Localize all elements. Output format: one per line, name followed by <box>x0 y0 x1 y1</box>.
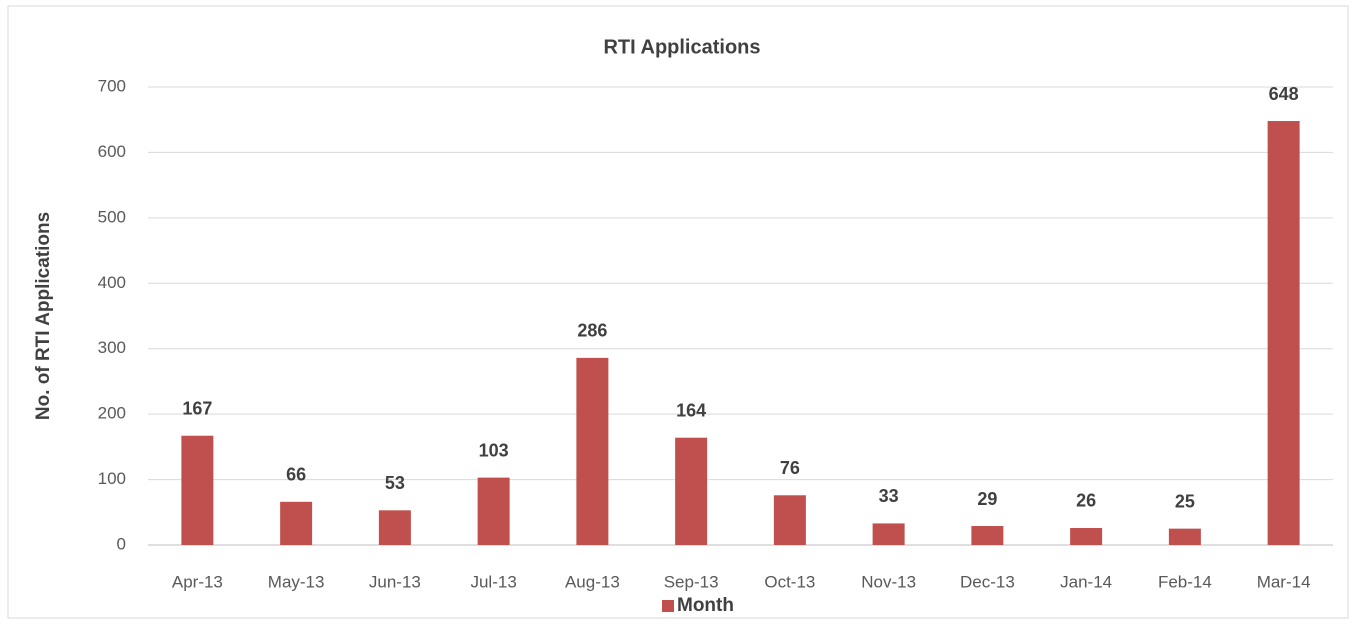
y-tick-label: 700 <box>98 76 126 95</box>
y-tick-label: 100 <box>98 469 126 488</box>
data-label: 53 <box>385 473 405 493</box>
y-tick-label: 400 <box>98 273 126 292</box>
x-tick-label: Oct-13 <box>764 572 815 591</box>
y-tick-label: 500 <box>98 207 126 226</box>
x-tick-label: Jul-13 <box>470 572 516 591</box>
x-tick-label: Apr-13 <box>172 572 223 591</box>
x-tick-label: May-13 <box>268 572 325 591</box>
y-tick-label: 0 <box>117 534 126 553</box>
data-label: 25 <box>1175 491 1195 511</box>
y-tick-label: 600 <box>98 142 126 161</box>
bar <box>1070 527 1103 545</box>
bar <box>1168 528 1201 545</box>
x-tick-label: Feb-14 <box>1158 572 1212 591</box>
data-label: 33 <box>879 486 899 506</box>
data-label: 29 <box>977 489 997 509</box>
data-label: 286 <box>577 321 607 341</box>
bar <box>477 477 510 545</box>
bar <box>872 523 905 545</box>
legend-label: Month <box>677 595 734 616</box>
bar <box>971 526 1004 545</box>
bar <box>675 437 708 545</box>
y-tick-label: 300 <box>98 338 126 357</box>
data-label: 26 <box>1076 491 1096 511</box>
x-tick-label: Sep-13 <box>664 572 719 591</box>
legend-swatch <box>662 600 674 612</box>
data-label: 76 <box>780 458 800 478</box>
data-label: 164 <box>676 400 706 420</box>
bar <box>773 495 806 545</box>
bar <box>576 357 609 545</box>
bar <box>1267 121 1300 545</box>
x-tick-label: Dec-13 <box>960 572 1015 591</box>
data-label: 103 <box>479 440 509 460</box>
x-tick-label: Aug-13 <box>565 572 620 591</box>
x-tick-label: Jun-13 <box>369 572 421 591</box>
chart-title: RTI Applications <box>603 36 760 58</box>
data-label: 648 <box>1269 84 1299 104</box>
bar <box>181 435 214 545</box>
x-tick-label: Mar-14 <box>1257 572 1311 591</box>
data-label: 167 <box>182 398 212 418</box>
x-tick-label: Jan-14 <box>1060 572 1112 591</box>
x-tick-label: Nov-13 <box>861 572 916 591</box>
bar <box>378 510 411 545</box>
bar <box>280 501 313 545</box>
y-tick-label: 200 <box>98 404 126 423</box>
y-axis-label: No. of RTI Applications <box>33 212 54 420</box>
data-label: 66 <box>286 465 306 485</box>
